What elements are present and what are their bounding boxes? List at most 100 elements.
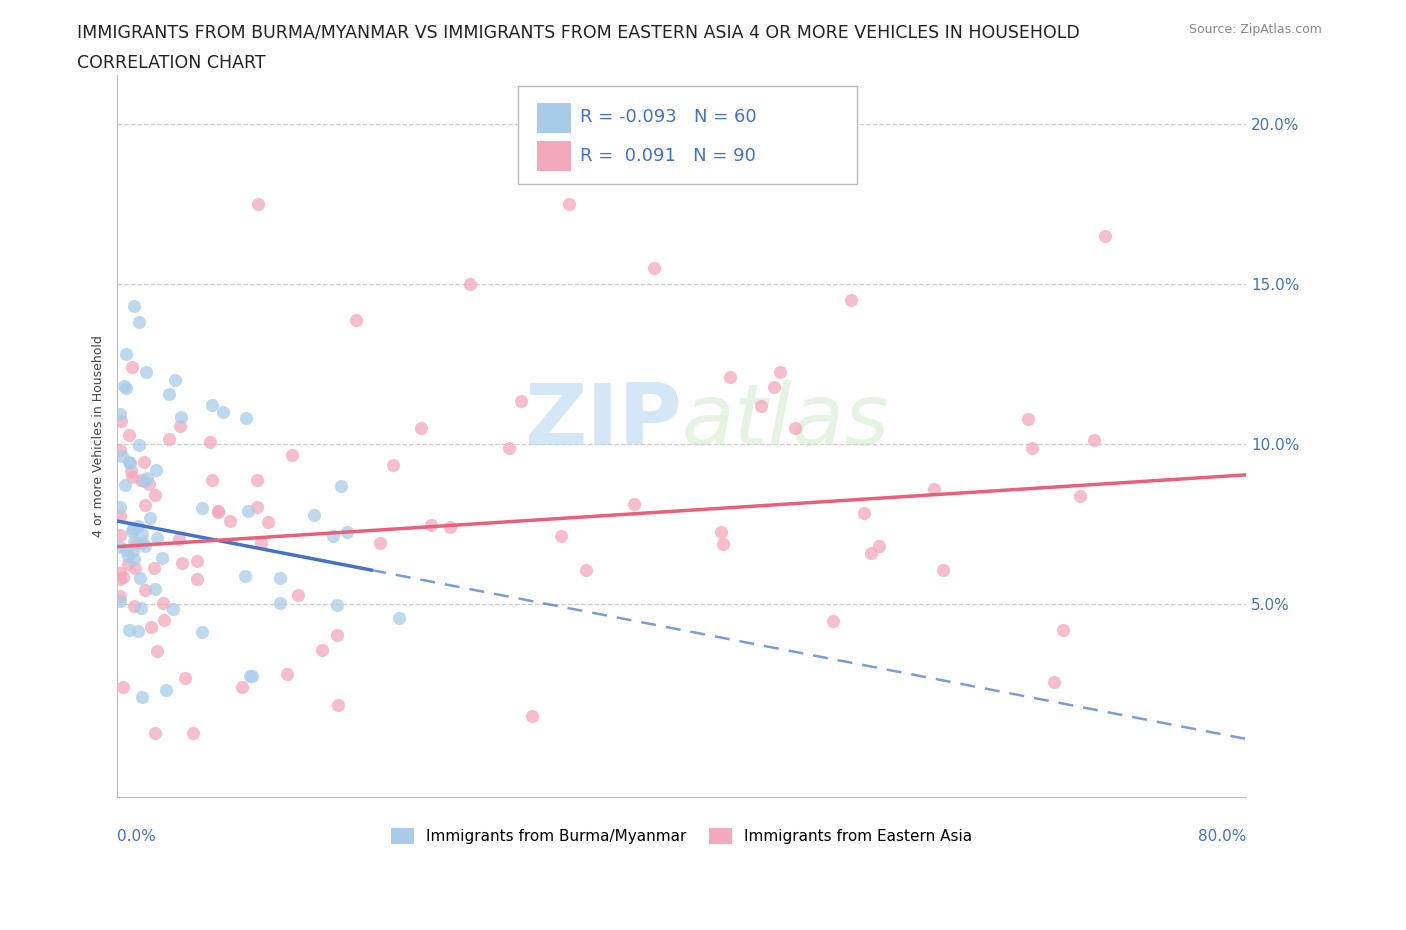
Point: [219, 513, 242, 528]
Point: [121, 524, 143, 538]
Point: [118, 428, 141, 443]
Point: [134, 498, 156, 512]
Point: [381, 458, 404, 472]
Point: [751, 398, 773, 413]
Point: [129, 601, 152, 616]
Point: [769, 365, 792, 379]
Point: [718, 369, 741, 384]
Point: [121, 470, 143, 485]
Point: [170, 409, 193, 424]
Point: [108, 539, 131, 554]
Point: [145, 462, 167, 477]
Point: [931, 563, 953, 578]
Point: [136, 470, 159, 485]
Point: [122, 551, 145, 566]
Point: [329, 479, 352, 494]
Point: [839, 292, 862, 307]
Point: [153, 613, 176, 628]
Point: [280, 447, 302, 462]
Point: [240, 669, 263, 684]
Bar: [537, 141, 571, 171]
Point: [143, 560, 166, 575]
Point: [118, 623, 141, 638]
Point: [498, 441, 520, 456]
Point: [114, 542, 136, 557]
Point: [146, 644, 169, 658]
Point: [117, 455, 139, 470]
Text: 0.0%: 0.0%: [117, 830, 156, 844]
Point: [143, 581, 166, 596]
Point: [186, 571, 208, 586]
Point: [201, 472, 224, 487]
Point: [110, 414, 132, 429]
Text: IMMIGRANTS FROM BURMA/MYANMAR VS IMMIGRANTS FROM EASTERN ASIA 4 OR MORE VEHICLES: IMMIGRANTS FROM BURMA/MYANMAR VS IMMIGRA…: [77, 23, 1080, 41]
Point: [1094, 228, 1116, 243]
Point: [852, 505, 875, 520]
Point: [550, 528, 572, 543]
Point: [108, 443, 131, 458]
Point: [198, 434, 221, 449]
Point: [522, 709, 544, 724]
Point: [212, 405, 235, 419]
Point: [238, 504, 260, 519]
Point: [152, 595, 174, 610]
Point: [269, 571, 291, 586]
Point: [134, 583, 156, 598]
Point: [132, 536, 155, 551]
Point: [131, 526, 153, 541]
Point: [368, 536, 391, 551]
Point: [458, 276, 481, 291]
Point: [239, 669, 262, 684]
Point: [132, 455, 155, 470]
Point: [162, 602, 184, 617]
Point: [129, 571, 152, 586]
Point: [439, 520, 461, 535]
Point: [326, 628, 349, 643]
Point: [108, 594, 131, 609]
Point: [409, 420, 432, 435]
Point: [120, 456, 142, 471]
Point: [302, 508, 325, 523]
Text: Source: ZipAtlas.com: Source: ZipAtlas.com: [1188, 23, 1322, 36]
Bar: [537, 103, 571, 133]
Point: [108, 527, 131, 542]
Point: [200, 397, 222, 412]
Point: [127, 624, 149, 639]
Point: [623, 497, 645, 512]
Point: [157, 432, 180, 446]
Point: [134, 538, 156, 553]
Point: [114, 478, 136, 493]
Point: [344, 312, 367, 327]
Point: [311, 643, 333, 658]
Point: [191, 500, 214, 515]
Point: [124, 561, 146, 576]
FancyBboxPatch shape: [517, 86, 856, 183]
Point: [173, 671, 195, 685]
Point: [135, 365, 157, 379]
Point: [112, 569, 135, 584]
Point: [246, 472, 269, 487]
Point: [710, 525, 733, 539]
Point: [191, 624, 214, 639]
Point: [1069, 489, 1091, 504]
Point: [117, 549, 139, 564]
Point: [510, 393, 533, 408]
Text: CORRELATION CHART: CORRELATION CHART: [77, 54, 266, 72]
Point: [1043, 674, 1066, 689]
Point: [120, 463, 142, 478]
Point: [122, 543, 145, 558]
Point: [129, 472, 152, 487]
Point: [122, 535, 145, 550]
Point: [169, 531, 191, 546]
Point: [152, 551, 174, 565]
Text: atlas: atlas: [682, 380, 890, 463]
Point: [128, 438, 150, 453]
Point: [420, 517, 443, 532]
Point: [1052, 623, 1074, 638]
Point: [108, 572, 131, 587]
Point: [122, 299, 145, 313]
Point: [1021, 441, 1043, 456]
Point: [122, 599, 145, 614]
Point: [231, 679, 253, 694]
Point: [121, 360, 143, 375]
